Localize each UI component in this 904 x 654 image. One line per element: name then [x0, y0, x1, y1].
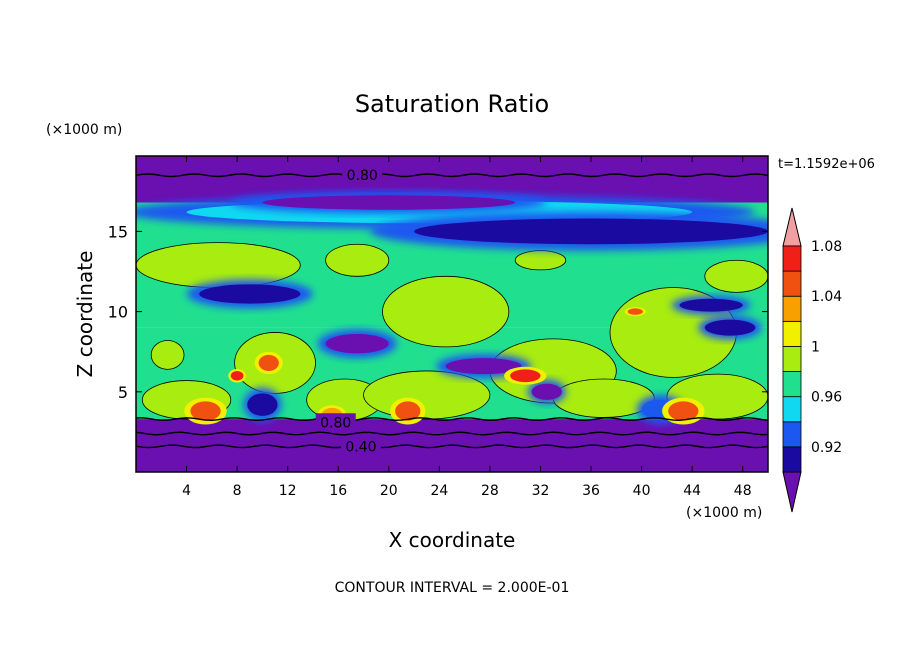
- feature-moist-6: [363, 370, 491, 420]
- colorbar-box-5: [782, 320, 802, 347]
- y-axis-label: Z coordinate: [73, 251, 97, 378]
- colorbar-label-3: 1.04: [811, 289, 842, 305]
- contour-label-0: 0.80: [347, 168, 378, 184]
- contour-line-2: [136, 431, 768, 436]
- x-tick-label-48: 48: [734, 483, 752, 499]
- colorbar-box-1: [782, 421, 802, 448]
- feature-moist-8: [514, 250, 567, 271]
- feature-supersat-25: [190, 401, 221, 421]
- colorbar-box-8: [782, 245, 802, 272]
- feature-dry-16: [199, 284, 301, 304]
- x-tick-label-20: 20: [380, 483, 398, 499]
- feature-moist-10: [704, 259, 768, 293]
- colorbar: 0.92 0.96 1 1.04 1.08: [782, 207, 842, 513]
- feature-dry-18: [325, 334, 389, 354]
- colorbar-box-7: [782, 270, 802, 297]
- colorbar-min-triangle: [782, 471, 802, 513]
- contour-labels: 0.80 0.80 0.40: [315, 166, 383, 455]
- feature-dry-20: [531, 383, 562, 400]
- time-label: t=1.1592e+06: [778, 157, 875, 172]
- x-axis-ticks: 4 8 12 16 20 24 28 32 36 40 44 48: [182, 156, 752, 499]
- x-tick-label-24: 24: [430, 483, 448, 499]
- x-tick-label-12: 12: [279, 483, 297, 499]
- x-tick-label-32: 32: [532, 483, 550, 499]
- feature-supersat-30: [258, 354, 279, 371]
- contour-label-bg-2: [340, 437, 381, 454]
- colorbar-label-0: 0.92: [811, 440, 842, 456]
- plot-frame: [135, 155, 769, 473]
- contour-line-3: [136, 444, 768, 449]
- contour-line-0: [136, 173, 768, 178]
- feature-dry-19: [445, 358, 522, 375]
- contour-line-1: [136, 417, 768, 422]
- feature-supersat-31: [230, 370, 244, 381]
- colorbar-label-2: 1: [811, 339, 820, 355]
- feature-supersat-26: [395, 401, 421, 421]
- contour-interval-note: CONTOUR INTERVAL = 2.000E-01: [335, 580, 570, 596]
- contour-label-1: 0.80: [320, 415, 351, 431]
- y-axis-ticks: 5 10 15: [108, 222, 768, 402]
- feature-dry-23: [247, 393, 278, 416]
- colorbar-label-4: 1.08: [811, 239, 842, 255]
- y-tick-label-5: 5: [118, 383, 128, 402]
- plot-area: [136, 156, 768, 472]
- x-tick-label-16: 16: [329, 483, 347, 499]
- feature-moist-1: [325, 243, 390, 277]
- x-tick-label-44: 44: [683, 483, 701, 499]
- contour-label-bg-0: [342, 166, 383, 183]
- x-tick-label-4: 4: [182, 483, 191, 499]
- feature-dry-22: [679, 298, 743, 312]
- x-tick-label-8: 8: [233, 483, 242, 499]
- x-axis-label: X coordinate: [389, 528, 516, 552]
- feature-dry-21: [704, 319, 756, 336]
- colorbar-max-triangle: [782, 207, 802, 247]
- x-unit-label: (×1000 m): [686, 505, 762, 521]
- x-tick-label-36: 36: [582, 483, 600, 499]
- feature-supersat-32: [627, 308, 643, 315]
- feature-supersat-27: [668, 401, 699, 421]
- y-tick-label-15: 15: [108, 222, 128, 241]
- colorbar-label-1: 0.96: [811, 390, 842, 406]
- field-features: [136, 191, 768, 425]
- feature-dry-15: [414, 218, 768, 245]
- chart-title: Saturation Ratio: [355, 90, 549, 118]
- contour-label-bg-1: [315, 413, 356, 430]
- feature-moist-13: [150, 340, 185, 370]
- contour-label-2: 0.40: [345, 439, 376, 455]
- contour-lines: [136, 173, 768, 449]
- colorbar-box-4: [782, 346, 802, 372]
- x-tick-label-28: 28: [481, 483, 499, 499]
- feature-moist-5: [382, 275, 510, 348]
- colorbar-box-6: [782, 295, 802, 322]
- y-unit-label: (×1000 m): [46, 122, 122, 138]
- feature-dry-17: [262, 195, 516, 210]
- colorbar-box-2: [782, 396, 802, 423]
- colorbar-box-0: [782, 446, 802, 473]
- x-tick-label-40: 40: [633, 483, 651, 499]
- y-tick-label-10: 10: [108, 303, 128, 322]
- colorbar-box-3: [782, 371, 802, 398]
- feature-supersat-29: [510, 369, 541, 383]
